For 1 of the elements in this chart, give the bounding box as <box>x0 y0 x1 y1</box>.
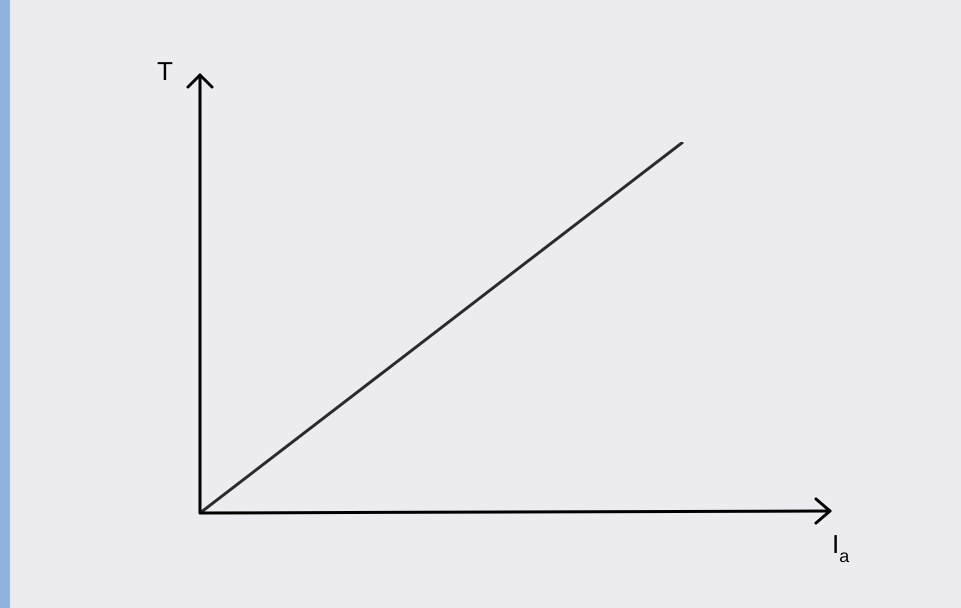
y-axis-title: T <box>157 56 173 86</box>
